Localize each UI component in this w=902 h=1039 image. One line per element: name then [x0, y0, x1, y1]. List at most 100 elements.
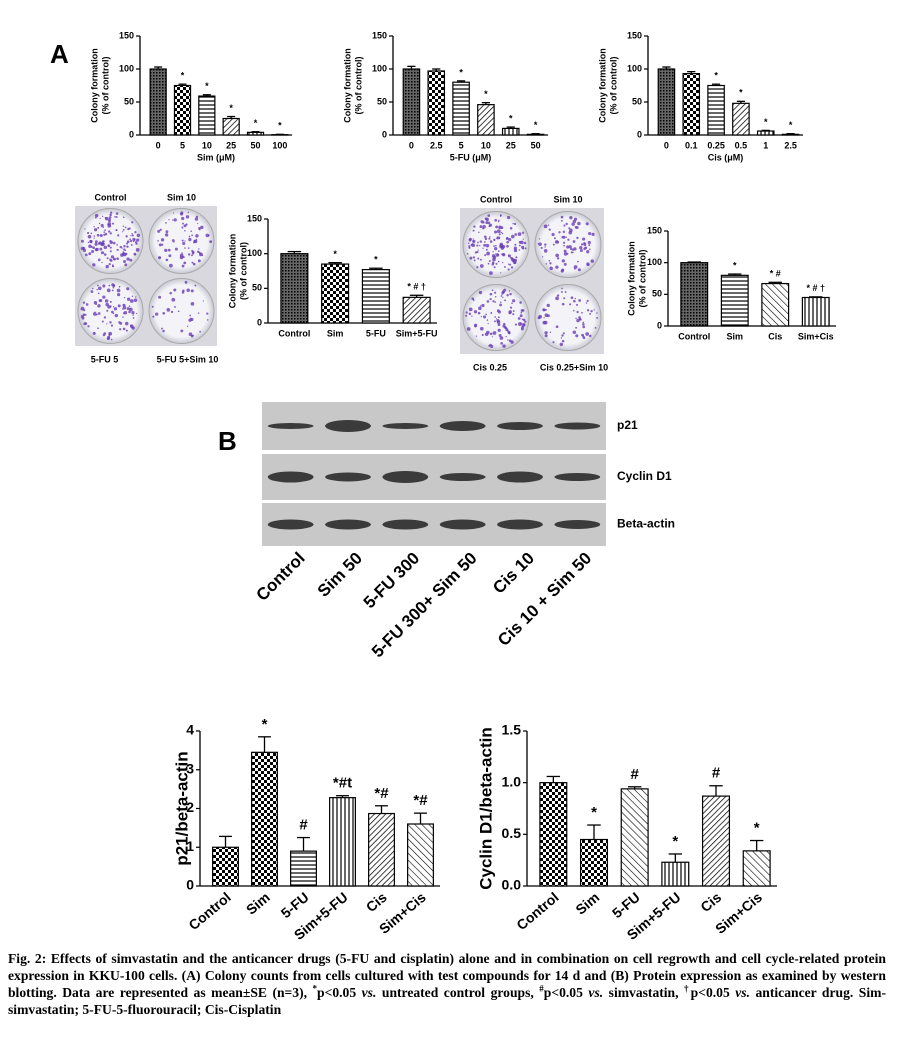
colony [129, 299, 134, 303]
x-tick-label: 0 [409, 140, 414, 150]
colony [562, 241, 566, 244]
colony [561, 287, 563, 290]
y-tick-label: 150 [627, 30, 642, 40]
plate-well [534, 211, 602, 278]
bar [452, 81, 470, 136]
colony [478, 231, 480, 234]
colony [538, 314, 543, 319]
colony [546, 303, 550, 308]
colony [596, 312, 598, 314]
caption: Fig. 2: Effects of simvastatin and the a… [8, 950, 886, 1018]
caption-text: Fig. 2: Effects of simvastatin and the a… [8, 951, 886, 1000]
colony [121, 231, 124, 233]
colony [506, 244, 509, 248]
blot-band [554, 473, 601, 481]
colony [112, 265, 115, 268]
colony [119, 328, 122, 331]
colony [172, 212, 175, 214]
blot-band [554, 520, 601, 529]
colony [569, 247, 573, 251]
colony [122, 216, 125, 219]
colony [184, 280, 188, 284]
colony [136, 238, 140, 242]
colony [523, 241, 527, 245]
colony [191, 261, 194, 264]
colony [107, 244, 109, 246]
colony [165, 258, 169, 262]
colony [183, 224, 187, 228]
colony [485, 313, 487, 316]
colony [116, 288, 121, 293]
bar-chart: 0 50 100 150 Colony formation (% of control) C… [626, 225, 836, 341]
colony [112, 258, 115, 260]
caption-text: simvastatin, [603, 985, 685, 1000]
colony [500, 272, 502, 274]
bar [290, 850, 317, 887]
colony [81, 316, 85, 320]
colony [466, 327, 471, 331]
colony [171, 297, 176, 302]
colony [495, 225, 499, 229]
colony [123, 296, 126, 299]
colony [492, 257, 496, 262]
colony [108, 218, 111, 221]
colony [582, 321, 585, 324]
error-bar [709, 785, 723, 797]
x-tick-label: 0 [664, 140, 669, 150]
blot-band [439, 421, 486, 431]
colony [106, 337, 110, 341]
colony [97, 304, 101, 308]
colony [465, 314, 468, 317]
error-bar [375, 805, 388, 814]
colony [189, 314, 192, 317]
plate-well [148, 208, 215, 274]
error-bar [432, 68, 441, 71]
colony [179, 255, 184, 260]
bar-chart: 0 50 100 150 Colony formation (% of control) C… [597, 30, 803, 162]
colony [165, 230, 169, 234]
colony [157, 240, 159, 242]
colony [542, 308, 546, 312]
y-tick-label: 3 [186, 760, 194, 776]
colony [471, 297, 475, 300]
colony [561, 259, 565, 263]
colony [507, 268, 510, 271]
bar [149, 68, 167, 136]
colony [91, 250, 95, 254]
colony [588, 334, 592, 338]
colony [130, 243, 133, 246]
colony [110, 324, 113, 327]
colony [572, 330, 577, 335]
colony [116, 257, 119, 261]
bar [329, 797, 356, 887]
colony [132, 317, 135, 319]
colony [198, 226, 201, 230]
colony [85, 303, 89, 306]
y-axis-label: Colony formation [626, 241, 636, 316]
colony [101, 240, 105, 243]
colony [553, 237, 556, 240]
colony [488, 225, 491, 228]
colony [123, 244, 126, 248]
bar [539, 782, 568, 887]
colony [543, 317, 545, 319]
colony [119, 245, 122, 249]
caption-text: p<0.05 [690, 985, 736, 1000]
blot-strip [262, 503, 606, 546]
colony [502, 253, 506, 257]
colony [182, 222, 184, 225]
blot-band [554, 422, 601, 430]
colony [587, 240, 591, 245]
bar [526, 133, 545, 136]
error-bar [287, 250, 302, 254]
colony [100, 251, 105, 255]
colony [172, 219, 174, 221]
colony [522, 318, 526, 322]
colony [191, 234, 193, 237]
y-tick-label: 0 [186, 877, 194, 893]
colony [496, 309, 500, 313]
colony [129, 258, 133, 262]
colony [122, 228, 125, 231]
blot-band [497, 471, 543, 483]
error-bar [219, 835, 232, 848]
